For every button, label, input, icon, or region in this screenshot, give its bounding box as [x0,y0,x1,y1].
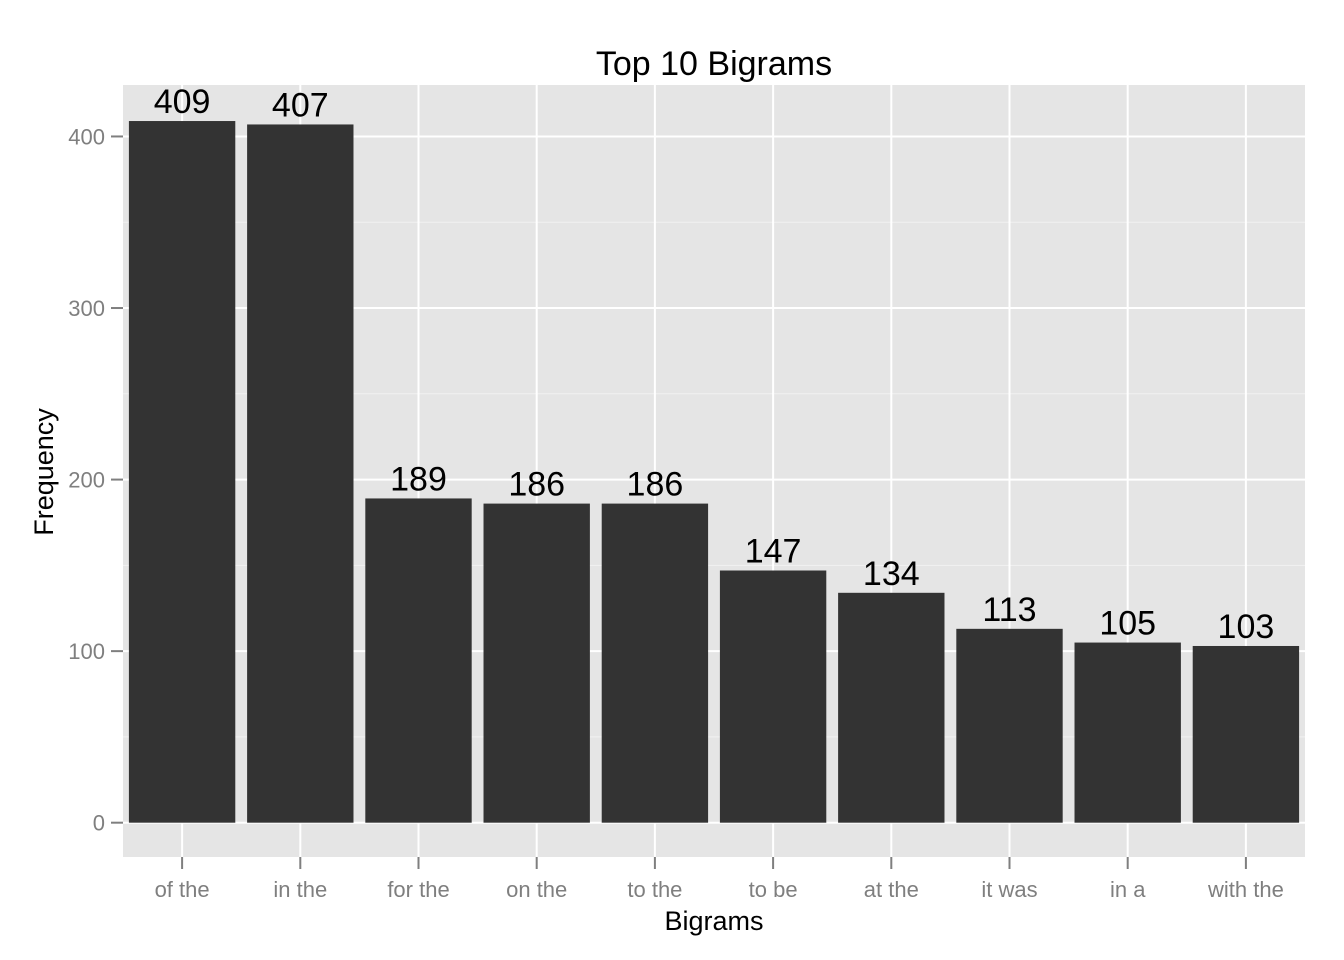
data-label: 409 [154,83,211,121]
data-label: 186 [627,466,684,504]
y-tick-label: 0 [93,811,105,836]
y-tick-label: 300 [68,296,105,321]
bar-for-the [365,498,472,823]
bar-to-be [719,570,827,823]
bar-to-the [601,503,709,823]
y-axis-title: Frequency [29,408,59,536]
data-labels-group: 409 407 189 186 186 147 134 113 105 103 [154,83,1275,646]
x-axis: of the in the for the on the to the to be at t… [155,857,1284,902]
x-tick-label: to the [627,877,682,902]
bar-with-the [1192,645,1300,823]
bars-group [128,121,1300,823]
data-label: 186 [508,466,565,504]
data-label: 189 [390,460,447,498]
x-tick-label: it was [981,877,1037,902]
bar-on-the [483,503,590,823]
y-tick-label: 200 [68,468,105,493]
y-tick-label: 400 [68,124,105,149]
chart-title: Top 10 Bigrams [596,45,832,83]
x-tick-label: with the [1207,877,1284,902]
bar-in-a [1074,642,1181,823]
data-label: 113 [982,591,1036,629]
x-tick-label: of the [155,877,210,902]
data-label: 103 [1218,608,1275,646]
x-tick-label: on the [506,877,567,902]
x-tick-label: at the [864,877,919,902]
bar-at-the [838,592,945,823]
y-tick-label: 100 [68,639,105,664]
x-tick-label: for the [387,877,449,902]
x-axis-title: Bigrams [664,906,763,936]
x-tick-label: in a [1110,877,1146,902]
x-tick-label: in the [273,877,327,902]
data-label: 134 [863,555,920,593]
bar-it-was [956,628,1063,823]
bar-in-the [247,124,354,823]
bar-of-the [128,121,236,823]
x-tick-label: to be [749,877,798,902]
data-label: 105 [1099,605,1156,643]
data-label: 147 [745,533,802,571]
y-axis: 0 100 200 300 400 [68,124,123,836]
data-label: 407 [272,86,329,124]
